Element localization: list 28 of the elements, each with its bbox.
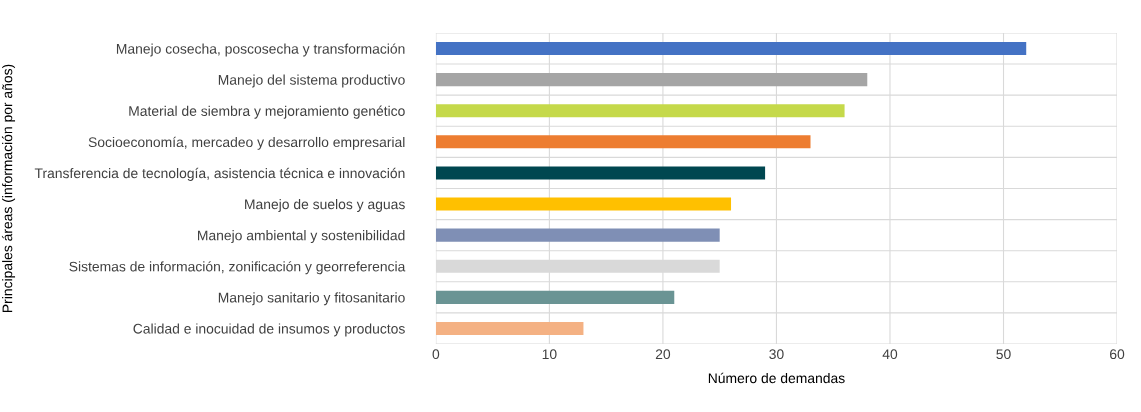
y-tick-label: Socioeconomía, mercadeo y desarrollo empresarial [88,136,405,150]
bar [435,228,720,242]
y-tick-label: Manejo sanitario y fitosanitario [218,292,405,306]
x-tick-label: 50 [996,349,1011,360]
x-tick-label: 30 [769,349,784,360]
bar [435,135,811,149]
x-tick-label: 60 [1110,349,1125,360]
bar [435,73,868,87]
x-tick-label: 0 [432,349,440,360]
y-tick-label: Manejo de suelos y aguas [245,199,405,212]
y-tick-label: Transferencia de tecnología, asistencia técnica e innovación [34,167,405,181]
bar [435,321,584,335]
bar [435,166,766,180]
y-tick-label: Manejo del sistema productivo [218,74,405,88]
x-tick-label: 20 [655,349,671,360]
x-axis-title: Número de demandas [708,372,845,384]
x-tick-label: 40 [882,349,898,360]
y-tick-label: Manejo ambiental y sostenibilidad [198,230,405,244]
y-axis-title: Principales áreas (información por años) [1,64,16,313]
x-tick-label: 10 [542,349,557,360]
bar [435,104,845,118]
bar [435,290,675,304]
y-tick-label: Material de siembra y mejoramiento genético [129,105,405,119]
y-tick-label: Calidad e inocuidad de insumos y productos [133,323,405,337]
bar [435,197,732,211]
bar [435,41,1027,56]
y-tick-label: Manejo cosecha, poscosecha y transformación [116,43,405,57]
y-tick-label: Sistemas de información, zonificación y georreferencia [69,261,406,275]
